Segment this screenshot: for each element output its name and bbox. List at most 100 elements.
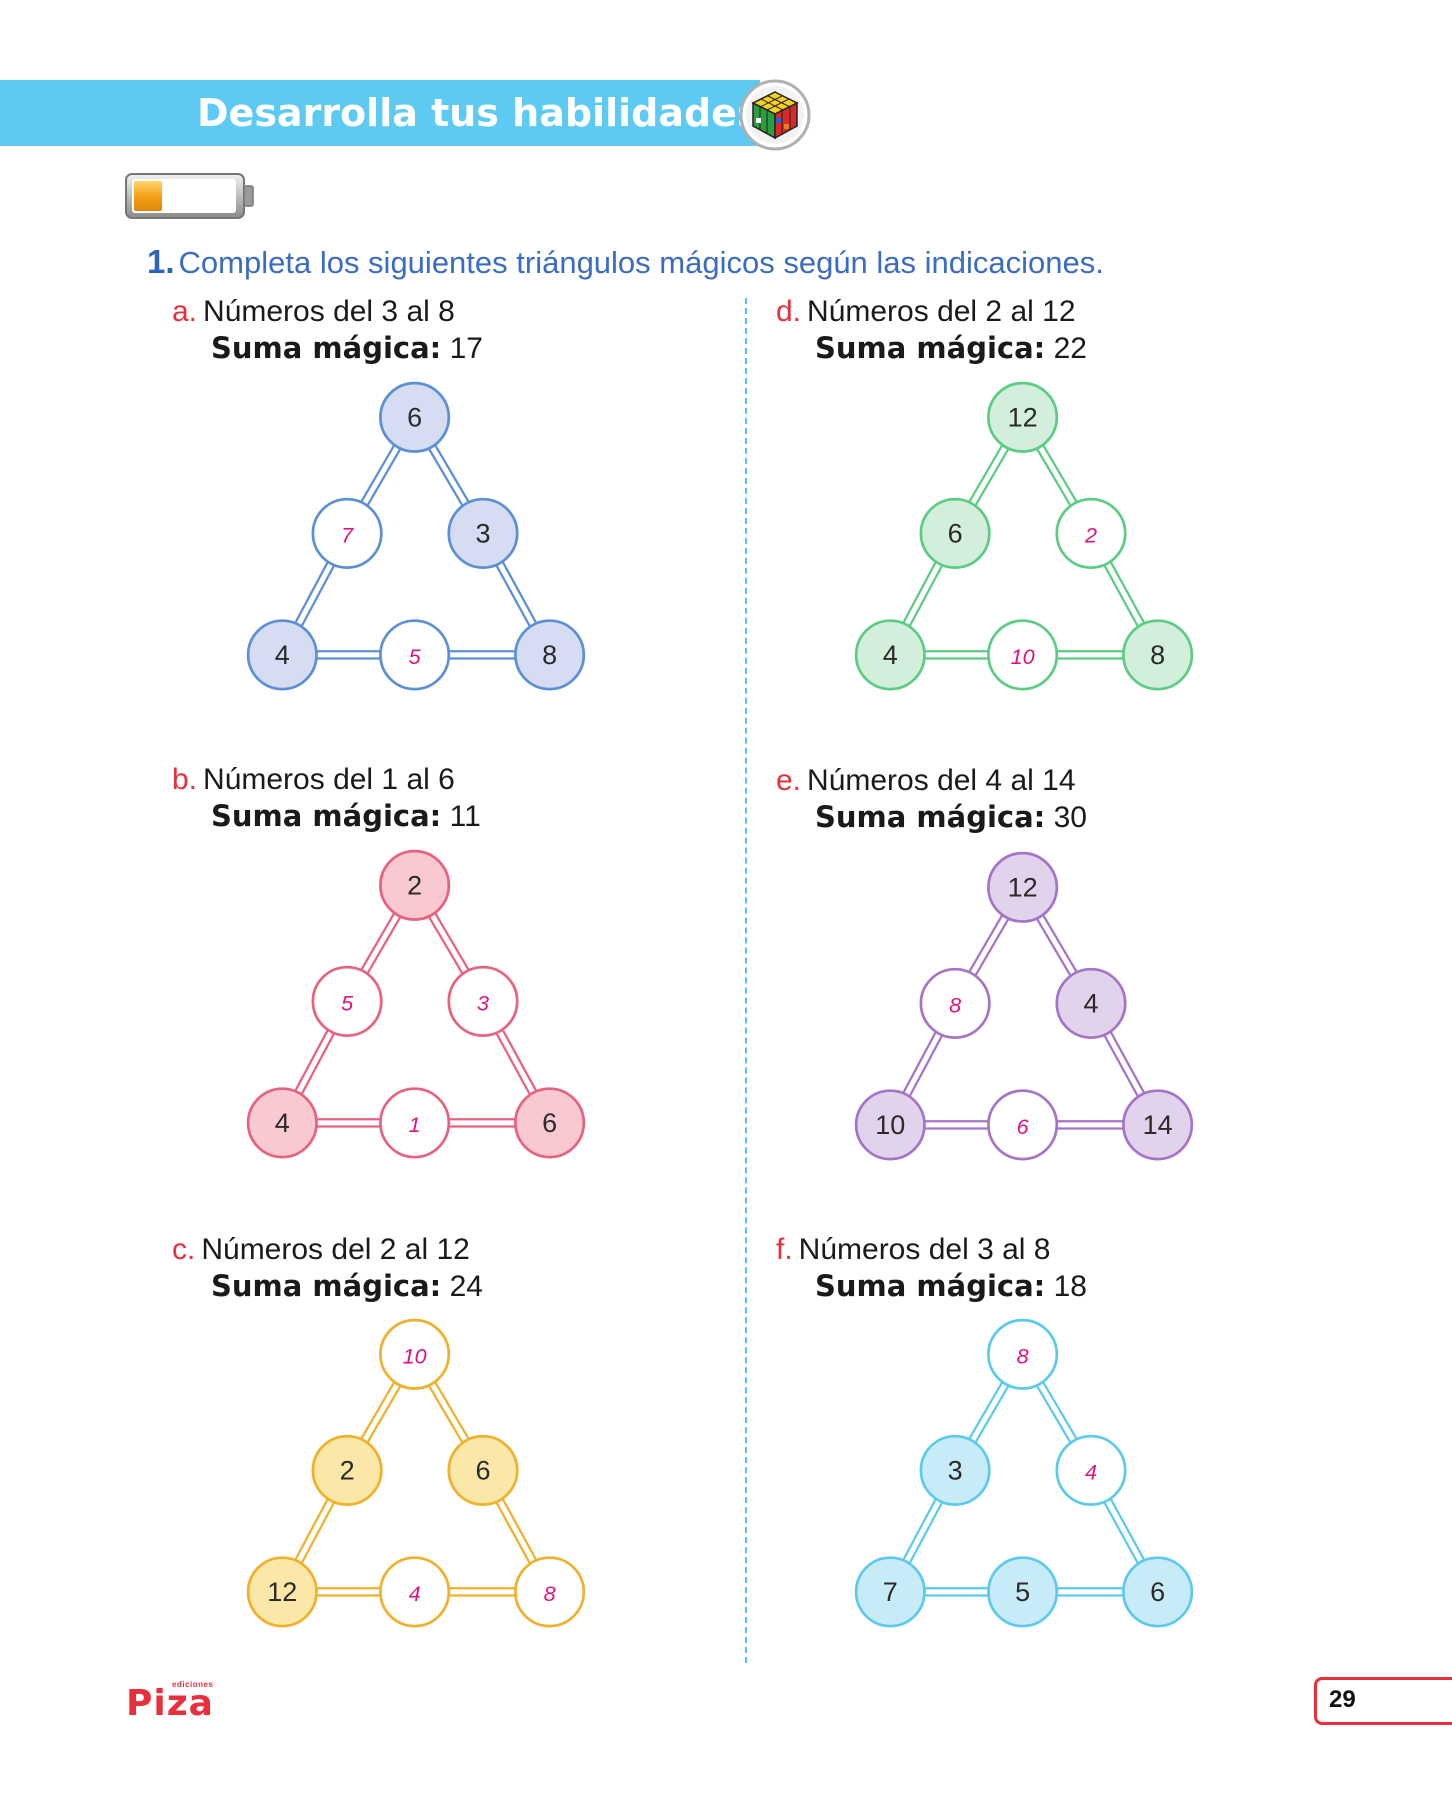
exercise-range: Números del 2 al 12 <box>201 1233 470 1266</box>
magic-sum-label: Suma mágica: <box>211 799 442 833</box>
node-bottom-mid: 5 <box>379 619 451 691</box>
section-title: Desarrolla tus habilidades <box>197 91 760 135</box>
rubiks-cube-icon <box>739 79 811 151</box>
node-circle <box>447 497 519 569</box>
magic-sum-label: Suma mágica: <box>815 331 1046 365</box>
magic-sum-label: Suma mágica: <box>211 1269 442 1303</box>
node-circle <box>854 1556 926 1628</box>
node-bottom-mid: 10 <box>987 619 1059 691</box>
node-bottom-mid: 6 <box>987 1089 1059 1161</box>
logo-text: Piza <box>126 1683 214 1724</box>
node-circle <box>854 1089 926 1161</box>
node-top: 12 <box>987 851 1059 923</box>
node-top: 6 <box>379 381 451 453</box>
exercise-letter: d. <box>776 295 802 328</box>
node-bottom-right: 8 <box>1122 619 1194 691</box>
node-circle <box>919 967 991 1039</box>
given-number: 3 <box>948 1455 963 1485</box>
exercise-range: Números del 2 al 12 <box>807 295 1076 328</box>
magic-sum-label: Suma mágica: <box>815 800 1046 834</box>
given-number: 6 <box>407 402 422 432</box>
answer-number: 2 <box>1084 522 1097 547</box>
answer-number: 1 <box>409 1112 421 1137</box>
given-number: 6 <box>475 1455 490 1485</box>
given-number: 2 <box>340 1455 355 1485</box>
node-bottom-left: 4 <box>246 619 318 691</box>
column-divider <box>745 298 747 1663</box>
node-circle <box>379 619 451 691</box>
node-circle <box>1055 1434 1127 1506</box>
node-circle <box>379 849 451 921</box>
given-number: 10 <box>875 1110 905 1140</box>
exercise-range: Números del 3 al 8 <box>798 1233 1051 1266</box>
given-number: 4 <box>275 1108 290 1138</box>
answer-number: 8 <box>544 1581 556 1606</box>
node-circle <box>379 1556 451 1628</box>
node-circle <box>919 497 991 569</box>
exercise-f-header: f. Números del 3 al 8 Suma mágica: 18 <box>776 1231 1087 1305</box>
given-number: 4 <box>1083 988 1098 1018</box>
given-number: 4 <box>275 640 290 670</box>
page-number: 29 <box>1329 1686 1356 1713</box>
given-number: 8 <box>542 640 557 670</box>
answer-number: 5 <box>341 990 354 1015</box>
node-bottom-right: 6 <box>1122 1556 1194 1628</box>
exercise-c-header: c. Números del 2 al 12 Suma mágica: 24 <box>172 1231 483 1305</box>
answer-number: 10 <box>403 1343 427 1368</box>
given-number: 3 <box>475 518 490 548</box>
given-number: 7 <box>883 1577 898 1607</box>
node-circle <box>987 1089 1059 1161</box>
node-right-mid: 4 <box>1055 967 1127 1039</box>
node-bottom-mid: 4 <box>379 1556 451 1628</box>
node-bottom-right: 6 <box>514 1087 586 1159</box>
node-bottom-left: 12 <box>246 1556 318 1628</box>
magic-triangle-d: 12 6 2 4 10 8 <box>848 375 1208 725</box>
node-circle <box>514 619 586 691</box>
answer-number: 4 <box>1085 1459 1097 1484</box>
given-number: 6 <box>948 518 963 548</box>
node-circle <box>311 965 383 1037</box>
node-left-mid: 7 <box>311 497 383 569</box>
node-circle <box>1055 967 1127 1039</box>
publisher-logo: ediciones Piza <box>126 1680 226 1724</box>
exercise-letter: f. <box>776 1233 793 1266</box>
node-circle <box>379 1087 451 1159</box>
node-circle <box>987 619 1059 691</box>
triangle-graphic: 12 8 4 10 6 14 <box>854 851 1194 1161</box>
magic-triangle-e: 12 8 4 10 6 14 <box>848 845 1208 1195</box>
answer-number: 10 <box>1011 644 1035 669</box>
node-circle <box>1122 619 1194 691</box>
given-number: 12 <box>267 1577 297 1607</box>
magic-sum-value: 24 <box>449 1270 483 1303</box>
node-bottom-mid: 5 <box>987 1556 1059 1628</box>
magic-sum-value: 18 <box>1053 1270 1087 1303</box>
given-number: 5 <box>1015 1577 1030 1607</box>
node-top: 8 <box>987 1318 1059 1390</box>
magic-sum-label: Suma mágica: <box>815 1269 1046 1303</box>
node-left-mid: 8 <box>919 967 991 1039</box>
node-circle <box>987 851 1059 923</box>
node-circle <box>311 1434 383 1506</box>
triangle-graphic: 2 5 3 4 1 6 <box>246 849 586 1159</box>
exercise-b-header: b. Números del 1 al 6 Suma mágica: 11 <box>172 761 481 835</box>
node-circle <box>987 381 1059 453</box>
magic-sum-label: Suma mágica: <box>211 331 442 365</box>
node-circle <box>379 381 451 453</box>
given-number: 12 <box>1008 872 1038 902</box>
node-circle <box>447 1434 519 1506</box>
node-circle <box>379 1318 451 1390</box>
battery-level-icon <box>125 173 254 219</box>
node-right-mid: 3 <box>447 965 519 1037</box>
node-circle <box>987 1318 1059 1390</box>
given-number: 6 <box>542 1108 557 1138</box>
answer-number: 4 <box>409 1581 421 1606</box>
node-bottom-left: 10 <box>854 1089 926 1161</box>
instruction: 1. Completa los siguientes triángulos mág… <box>147 242 1104 283</box>
answer-number: 5 <box>409 644 422 669</box>
given-number: 12 <box>1008 402 1038 432</box>
magic-sum-value: 30 <box>1053 801 1087 834</box>
triangle-graphic: 8 3 4 7 5 6 <box>854 1318 1194 1628</box>
node-circle <box>1122 1089 1194 1161</box>
magic-sum-value: 11 <box>449 800 481 833</box>
exercise-e-header: e. Números del 4 al 14 Suma mágica: 30 <box>776 762 1087 836</box>
